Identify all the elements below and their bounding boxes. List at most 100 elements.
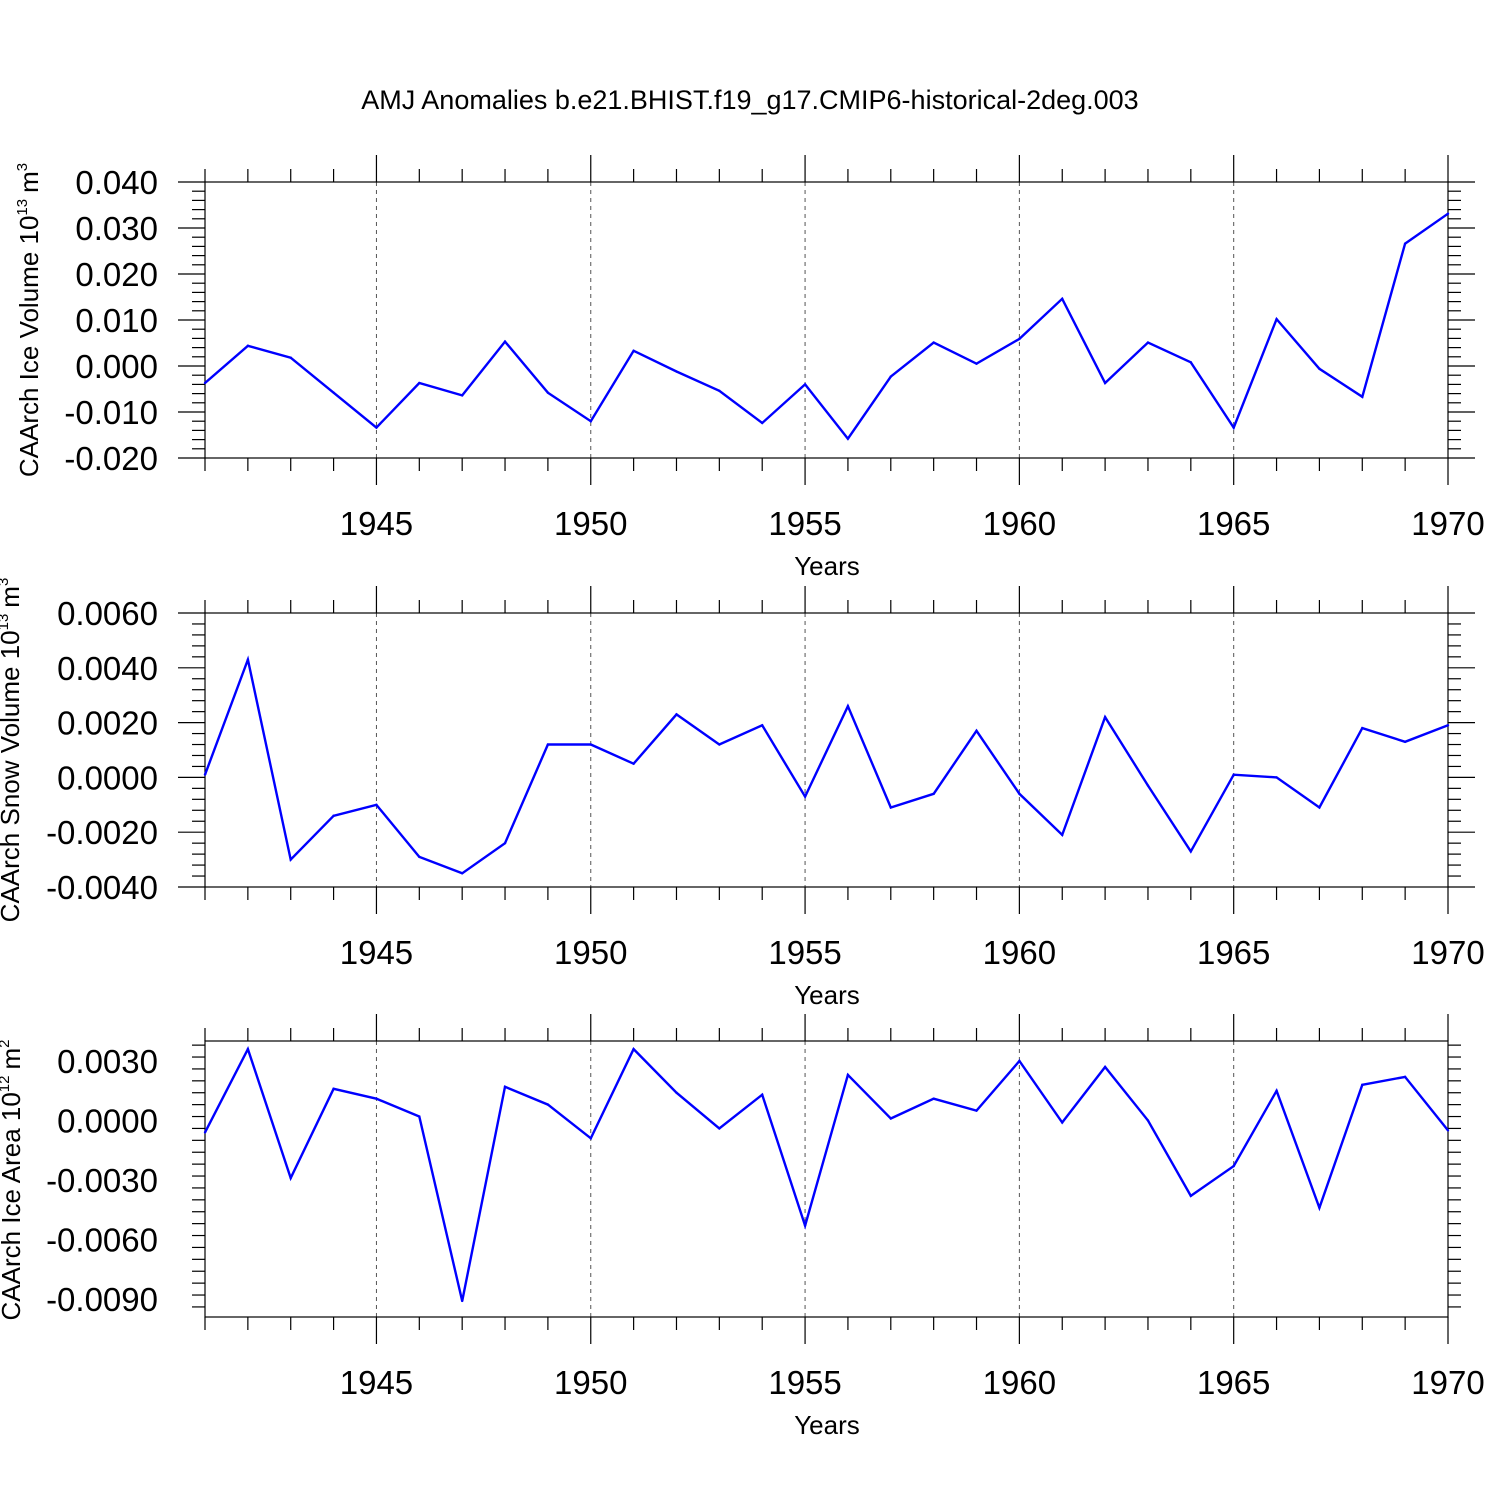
data-point bbox=[803, 1224, 807, 1227]
data-point bbox=[1018, 792, 1021, 796]
y-axis-title-unit-exponent: 3 bbox=[0, 578, 12, 586]
data-point bbox=[1275, 776, 1278, 779]
y-tick-label: 0.0020 bbox=[57, 705, 158, 742]
data-point bbox=[1189, 850, 1193, 853]
series-line bbox=[203, 655, 1449, 875]
data-point bbox=[1318, 1206, 1321, 1209]
data-point bbox=[846, 437, 850, 440]
data-point bbox=[418, 381, 421, 385]
data-point bbox=[889, 806, 892, 809]
x-tick-label: 1945 bbox=[340, 934, 413, 971]
x-tick-label: 1970 bbox=[1411, 934, 1484, 971]
x-tick-label: 1955 bbox=[768, 1364, 841, 1401]
data-point bbox=[932, 792, 935, 796]
data-point bbox=[846, 1073, 850, 1077]
y-axis-title-unit-exponent: 3 bbox=[14, 163, 31, 171]
data-point bbox=[718, 389, 721, 393]
y-tick-label: 0.000 bbox=[75, 348, 158, 385]
x-tick-label: 1950 bbox=[554, 1364, 627, 1401]
data-point bbox=[1189, 1194, 1193, 1198]
data-point bbox=[761, 724, 764, 727]
y-tick-label: 0.0030 bbox=[57, 1043, 158, 1080]
x-tick-label: 1945 bbox=[340, 1364, 413, 1401]
data-point bbox=[846, 704, 850, 708]
data-point bbox=[1146, 1119, 1150, 1122]
data-point bbox=[675, 713, 678, 716]
y-axis-title-exponent: 12 bbox=[0, 1075, 13, 1092]
data-point bbox=[718, 1127, 721, 1130]
series-line bbox=[203, 1046, 1449, 1302]
data-point bbox=[589, 743, 592, 746]
x-tick-label: 1950 bbox=[554, 934, 627, 971]
data-point bbox=[503, 841, 507, 845]
y-axis-title: CAArch Ice Area 1012 m2 bbox=[0, 1039, 26, 1320]
data-point bbox=[1318, 367, 1321, 370]
data-point bbox=[1275, 317, 1278, 321]
data-point bbox=[460, 872, 464, 875]
data-point bbox=[589, 1137, 592, 1140]
data-point bbox=[375, 426, 378, 429]
data-point bbox=[1232, 773, 1235, 776]
data-point bbox=[375, 1097, 378, 1100]
data-point bbox=[1232, 426, 1235, 429]
y-tick-label: 0.0060 bbox=[57, 595, 158, 632]
y-tick-label: -0.0090 bbox=[46, 1281, 158, 1318]
data-point bbox=[1061, 297, 1064, 301]
data-point bbox=[1403, 242, 1407, 245]
data-point bbox=[460, 1299, 464, 1303]
y-axis-title-unit-exponent: 2 bbox=[0, 1039, 13, 1047]
x-tick-label: 1965 bbox=[1197, 505, 1270, 542]
plot-frame bbox=[204, 181, 1449, 459]
data-point bbox=[375, 803, 378, 806]
y-axis-title-unit: m bbox=[0, 586, 25, 608]
y-tick-label: -0.010 bbox=[64, 394, 158, 431]
data-point bbox=[1018, 1059, 1021, 1063]
data-point bbox=[203, 381, 207, 385]
data-point bbox=[332, 1087, 335, 1090]
y-tick-label: 0.020 bbox=[75, 256, 158, 293]
data-point bbox=[1403, 1075, 1407, 1079]
data-point bbox=[1446, 724, 1450, 727]
data-point bbox=[203, 773, 207, 776]
y-axis-title-text: CAArch Snow Volume 10 bbox=[0, 630, 25, 922]
y-axis-title-exponent: 13 bbox=[14, 199, 31, 216]
data-point bbox=[503, 1085, 507, 1088]
y-axis-title-unit: m bbox=[0, 1048, 26, 1070]
x-tick-label: 1970 bbox=[1411, 505, 1484, 542]
data-point bbox=[289, 356, 292, 359]
figure-title: AMJ Anomalies b.e21.BHIST.f19_g17.CMIP6-… bbox=[361, 85, 1138, 115]
data-point bbox=[1146, 341, 1150, 344]
data-point bbox=[1189, 361, 1193, 364]
x-tick-label: 1965 bbox=[1197, 934, 1270, 971]
data-point bbox=[546, 391, 550, 394]
data-point bbox=[1446, 1129, 1450, 1132]
data-point bbox=[1103, 1065, 1107, 1069]
y-tick-label: -0.0040 bbox=[46, 869, 158, 906]
y-axis-title: CAArch Snow Volume 1013 m3 bbox=[0, 578, 25, 923]
x-tick-label: 1965 bbox=[1197, 1364, 1270, 1401]
x-axis-title: Years bbox=[794, 980, 860, 1010]
data-point bbox=[675, 370, 678, 373]
series-line bbox=[204, 212, 1449, 441]
data-point bbox=[289, 858, 292, 861]
data-point bbox=[975, 362, 978, 365]
data-point bbox=[418, 855, 421, 859]
data-point bbox=[932, 1097, 935, 1100]
data-point bbox=[1361, 726, 1364, 730]
data-point bbox=[889, 1117, 892, 1120]
data-point bbox=[246, 344, 250, 347]
data-point bbox=[503, 340, 507, 343]
data-point bbox=[975, 1109, 978, 1112]
data-point bbox=[589, 420, 592, 423]
y-axis-title-text: CAArch Ice Area 10 bbox=[0, 1092, 26, 1320]
x-tick-label: 1955 bbox=[768, 934, 841, 971]
data-point bbox=[675, 1091, 678, 1094]
data-point bbox=[203, 1131, 207, 1134]
x-tick-label: 1970 bbox=[1411, 1364, 1484, 1401]
x-axis-title: Years bbox=[794, 551, 860, 581]
data-point bbox=[803, 795, 807, 798]
data-point bbox=[332, 391, 335, 394]
data-point bbox=[889, 375, 892, 378]
x-tick-label: 1955 bbox=[768, 505, 841, 542]
data-point bbox=[289, 1176, 292, 1180]
